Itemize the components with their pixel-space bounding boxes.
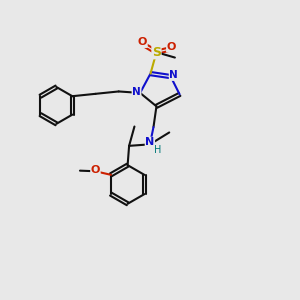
Text: N: N: [145, 137, 154, 147]
Text: O: O: [91, 165, 100, 175]
Text: S: S: [152, 46, 161, 59]
Text: N: N: [132, 87, 141, 97]
Text: O: O: [138, 38, 147, 47]
Text: H: H: [154, 145, 161, 155]
Text: N: N: [169, 70, 178, 80]
Text: O: O: [167, 42, 176, 52]
